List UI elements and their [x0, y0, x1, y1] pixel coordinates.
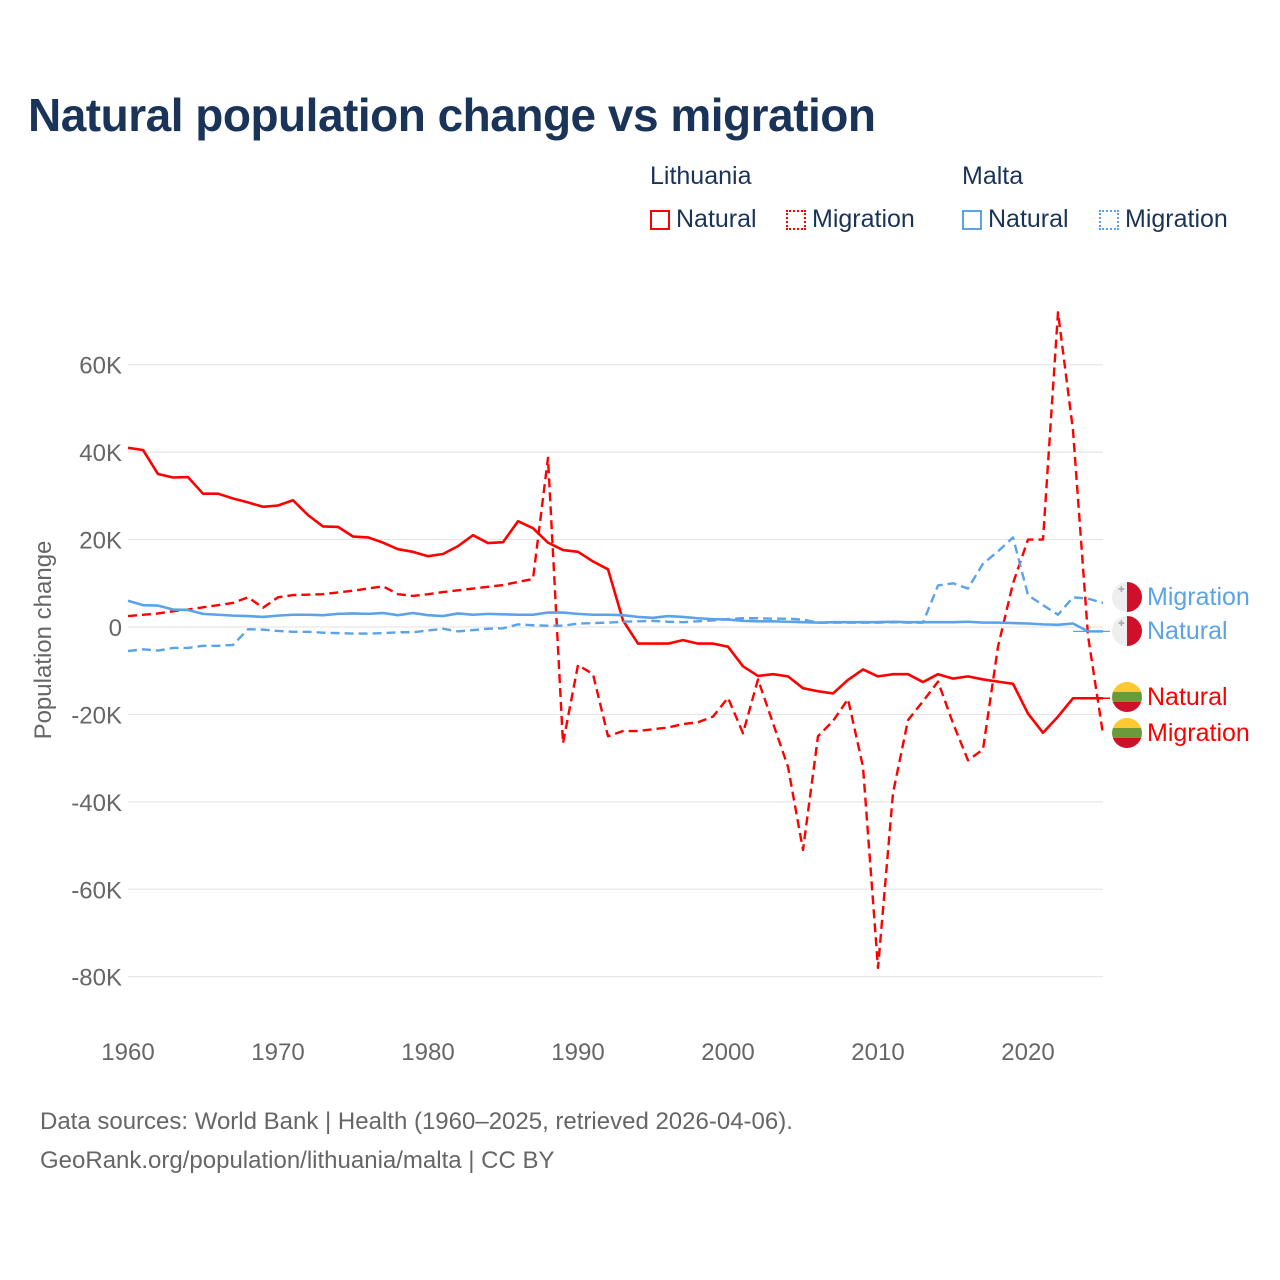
chart-title: Natural population change vs migration	[28, 89, 876, 141]
legend-lithuania-migration[interactable]: Migration	[786, 205, 915, 234]
x-tick-label: 2020	[1001, 1039, 1054, 1066]
y-tick-label: -80K	[71, 965, 122, 992]
legend-label: Natural	[676, 205, 757, 233]
end-label-lithuania-migration: Migration	[1147, 719, 1250, 747]
flag-icon-lithuania	[1112, 682, 1142, 712]
flag-icon-malta: ✚	[1112, 582, 1142, 612]
x-tick-label: 1980	[401, 1039, 454, 1066]
legend-swatch	[962, 209, 982, 230]
y-tick-label: -20K	[71, 702, 122, 729]
end-label-lithuania-natural: Natural	[1147, 683, 1228, 711]
y-tick-label: 20K	[79, 528, 122, 555]
flag-icon-malta: ✚	[1112, 616, 1142, 646]
legend-group-lithuania: Lithuania	[650, 162, 752, 190]
x-tick-label: 1970	[251, 1039, 304, 1066]
svg-text:✚: ✚	[1118, 619, 1125, 628]
legend-swatch	[650, 209, 670, 230]
x-tick-label: 1990	[551, 1039, 604, 1066]
footer-sources: Data sources: World Bank | Health (1960–…	[40, 1108, 793, 1135]
legend-swatch	[786, 209, 806, 230]
series-line-lithuania-migration	[127, 311, 1105, 970]
x-tick-label: 2000	[701, 1039, 754, 1066]
legend-label: Migration	[1125, 205, 1228, 233]
legend-label: Migration	[812, 205, 915, 233]
svg-text:✚: ✚	[1118, 585, 1125, 594]
y-tick-label: 40K	[79, 440, 122, 467]
flag-icon-lithuania	[1112, 718, 1142, 748]
end-label-malta-migration: Migration	[1147, 583, 1250, 611]
series-line-lithuania-natural	[127, 446, 1103, 735]
series-line-malta-migration	[127, 536, 1104, 653]
footer-credit[interactable]: GeoRank.org/population/lithuania/malta |…	[40, 1147, 555, 1174]
y-axis-label: Population change	[30, 541, 57, 740]
y-tick-label: -40K	[71, 790, 122, 817]
legend-swatch	[1099, 209, 1119, 230]
y-tick-label: 0	[109, 615, 122, 642]
y-tick-label: 60K	[79, 353, 122, 380]
series-line-malta-natural	[127, 599, 1103, 633]
legend-label: Natural	[988, 205, 1069, 233]
x-tick-label: 1960	[101, 1039, 154, 1066]
y-tick-label: -60K	[71, 877, 122, 904]
legend-malta-migration[interactable]: Migration	[1099, 205, 1228, 234]
legend-lithuania-natural[interactable]: Natural	[650, 205, 757, 234]
legend-malta-natural[interactable]: Natural	[962, 205, 1069, 234]
x-tick-label: 2010	[851, 1039, 904, 1066]
legend-group-malta: Malta	[962, 162, 1024, 190]
end-label-malta-natural: Natural	[1147, 617, 1228, 645]
